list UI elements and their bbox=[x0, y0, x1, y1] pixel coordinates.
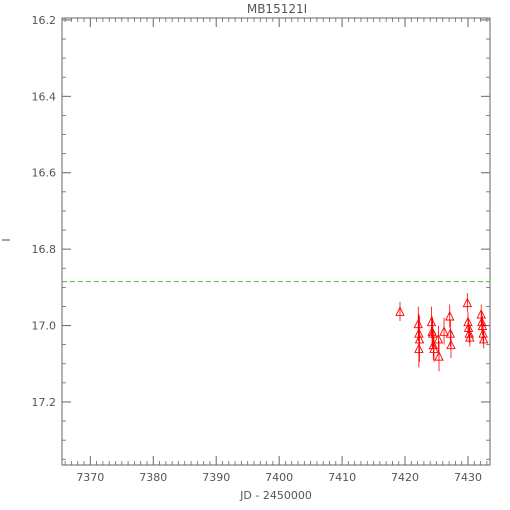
data-point-triangle bbox=[478, 328, 488, 338]
data-point-triangle bbox=[477, 316, 487, 327]
data-point-triangle bbox=[429, 343, 439, 353]
data-point-triangle bbox=[478, 333, 489, 344]
x-axis-label: JD - 2450000 bbox=[239, 489, 312, 502]
data-point-triangle bbox=[464, 328, 474, 338]
data-point-triangle bbox=[463, 316, 473, 327]
x-tick-label: 7430 bbox=[454, 471, 482, 484]
x-tick-label: 7380 bbox=[139, 471, 167, 484]
x-tick-label: 7420 bbox=[391, 471, 419, 484]
y-tick-label: 17.0 bbox=[32, 320, 57, 333]
y-axis-label: I bbox=[0, 238, 13, 241]
data-point-triangle bbox=[428, 339, 439, 350]
plot-frame bbox=[61, 17, 491, 466]
y-tick-label: 16.8 bbox=[32, 243, 57, 256]
data-point-triangle bbox=[433, 333, 444, 344]
data-point-triangle bbox=[462, 297, 473, 308]
chart-title: MB15121I bbox=[247, 2, 307, 16]
data-point-triangle bbox=[465, 332, 475, 342]
plot-area: 7370 7380 7390 7400 7410 7420 7430 16.2 16.4 16.6… bbox=[32, 14, 490, 484]
data-point-triangle bbox=[395, 306, 405, 316]
data-point-triangle bbox=[446, 339, 456, 350]
data-point-triangle bbox=[434, 351, 444, 361]
x-tick-label: 7400 bbox=[265, 471, 293, 484]
data-point-triangle bbox=[444, 310, 455, 321]
data-point-triangle bbox=[414, 333, 425, 344]
data-point-triangle bbox=[413, 318, 423, 329]
data-point-triangle bbox=[414, 343, 424, 353]
x-tick-label: 7410 bbox=[328, 471, 356, 484]
y-tick-label: 17.2 bbox=[32, 396, 57, 409]
x-tick-label: 7390 bbox=[202, 471, 230, 484]
data-point-triangle bbox=[427, 328, 438, 338]
y-tick-label: 16.6 bbox=[32, 167, 57, 180]
data-point-triangle bbox=[426, 316, 437, 327]
data-point-triangle bbox=[439, 326, 449, 336]
x-tick-label: 7370 bbox=[76, 471, 104, 484]
data-point-triangle bbox=[445, 328, 456, 338]
y-tick-label: 16.4 bbox=[32, 90, 57, 103]
y-tick-label: 16.2 bbox=[32, 14, 57, 27]
data-point-triangle bbox=[463, 322, 474, 332]
